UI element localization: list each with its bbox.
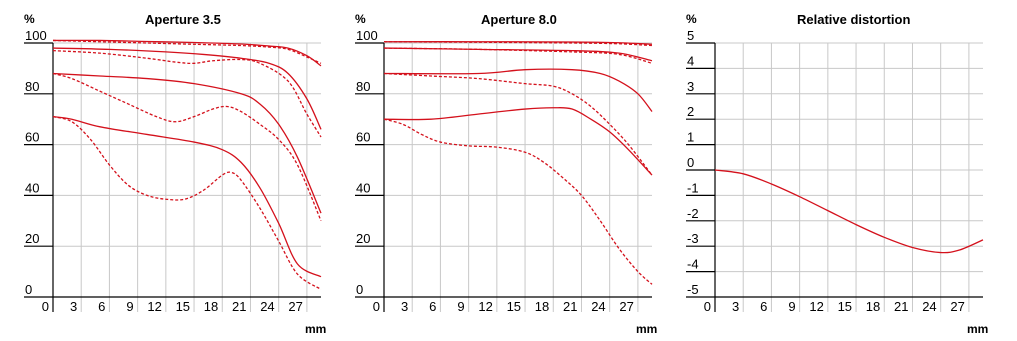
series-line-dashed: [383, 47, 653, 64]
y-tick-label: 40: [356, 180, 370, 195]
x-tick-label: 21: [894, 299, 908, 314]
x-tick-label: 12: [478, 299, 492, 314]
y-unit-label: %: [355, 12, 366, 26]
x-tick-label: 3: [732, 299, 739, 314]
y-tick-label: -1: [687, 180, 699, 195]
x-unit-label: mm: [967, 322, 989, 336]
series-line-solid: [383, 107, 653, 176]
y-tick-label: -2: [687, 206, 699, 221]
y-tick-label: 60: [25, 130, 39, 145]
x-tick-label: 18: [535, 299, 549, 314]
y-tick-label: 0: [25, 282, 32, 297]
y-tick-label: -5: [687, 282, 699, 297]
series-line-dashed: [383, 72, 653, 176]
x-tick-label: 9: [457, 299, 464, 314]
x-tick-label: 15: [176, 299, 190, 314]
x-tick-label: 12: [809, 299, 823, 314]
y-tick-label: 80: [25, 79, 39, 94]
y-tick-label: 0: [356, 282, 363, 297]
chart-title: Aperture 8.0: [481, 12, 557, 27]
x-unit-label: mm: [636, 322, 658, 336]
y-tick-label: 100: [25, 28, 47, 43]
x-tick-label: 21: [563, 299, 577, 314]
x-tick-label: 6: [429, 299, 436, 314]
y-unit-label: %: [24, 12, 35, 26]
x-tick-label: 6: [98, 299, 105, 314]
x-tick-label: 9: [126, 299, 133, 314]
x-tick-label: 18: [866, 299, 880, 314]
series-line-solid: [383, 47, 653, 62]
mtf-chart-aperture-8-0: 0 20 40 60 80 100 0 3 6 9 12 15 18 21 24 27: [355, 28, 653, 314]
series-line-solid: [52, 47, 322, 130]
x-tick-label: 24: [591, 299, 605, 314]
x-tick-label: 24: [922, 299, 936, 314]
x-tick-label: 3: [70, 299, 77, 314]
x-tick-label: 0: [373, 299, 380, 314]
series-line-dashed: [52, 39, 322, 64]
series-line-dashed: [52, 116, 322, 290]
x-tick-label: 15: [507, 299, 521, 314]
x-tick-label: 24: [260, 299, 274, 314]
y-tick-label: 40: [25, 180, 39, 195]
x-unit-label: mm: [305, 322, 327, 336]
series-line-dashed: [52, 49, 322, 138]
x-tick-label: 12: [147, 299, 161, 314]
y-tick-label: -4: [687, 257, 699, 272]
y-tick-label: 20: [356, 231, 370, 246]
series-line-dashed: [52, 72, 322, 222]
series-line-dashed: [383, 41, 653, 47]
series-line-solid: [383, 68, 653, 112]
y-tick-label: 60: [356, 130, 370, 145]
y-tick-label: 4: [687, 53, 694, 68]
series-line-solid: [714, 169, 984, 254]
mtf-panel-aperture-3-5: % Aperture 3.5 0 20 40 60 80 100 0 3 6 9 12 15 18 21 2…: [0, 0, 330, 341]
series-line-solid: [52, 72, 322, 214]
mtf-chart-aperture-3-5: 0 20 40 60 80 100 0 3 6 9 12 15 18 21 24 27: [24, 28, 322, 314]
x-tick-label: 3: [401, 299, 408, 314]
x-tick-label: 18: [204, 299, 218, 314]
x-tick-label: 9: [788, 299, 795, 314]
x-tick-label: 0: [42, 299, 49, 314]
y-tick-label: 100: [356, 28, 378, 43]
y-tick-label: 3: [687, 79, 694, 94]
x-tick-label: 27: [619, 299, 633, 314]
y-tick-label: 2: [687, 104, 694, 119]
y-tick-label: 5: [687, 28, 694, 43]
series-line-dashed: [383, 118, 653, 285]
x-tick-label: 27: [950, 299, 964, 314]
y-tick-label: -3: [687, 231, 699, 246]
mtf-panel-aperture-8-0: % Aperture 8.0 0 20 40 60 80 100 0 3 6 9 12 15 18 21 2…: [331, 0, 661, 341]
y-tick-label: 1: [687, 130, 694, 145]
y-tick-label: 0: [687, 155, 694, 170]
series-line-solid: [52, 39, 322, 67]
series-line-solid: [52, 116, 322, 278]
x-tick-label: 21: [232, 299, 246, 314]
x-tick-label: 15: [838, 299, 852, 314]
y-unit-label: %: [686, 12, 697, 26]
x-tick-label: 27: [288, 299, 302, 314]
distortion-panel: % Relative distortion -5 -4 -3 -2 -1 0 1 2 3 4 5 0 3…: [662, 0, 992, 341]
y-tick-label: 80: [356, 79, 370, 94]
y-tick-label: 20: [25, 231, 39, 246]
x-tick-label: 6: [760, 299, 767, 314]
chart-title: Aperture 3.5: [145, 12, 221, 27]
x-tick-label: 0: [704, 299, 711, 314]
chart-title: Relative distortion: [797, 12, 911, 27]
